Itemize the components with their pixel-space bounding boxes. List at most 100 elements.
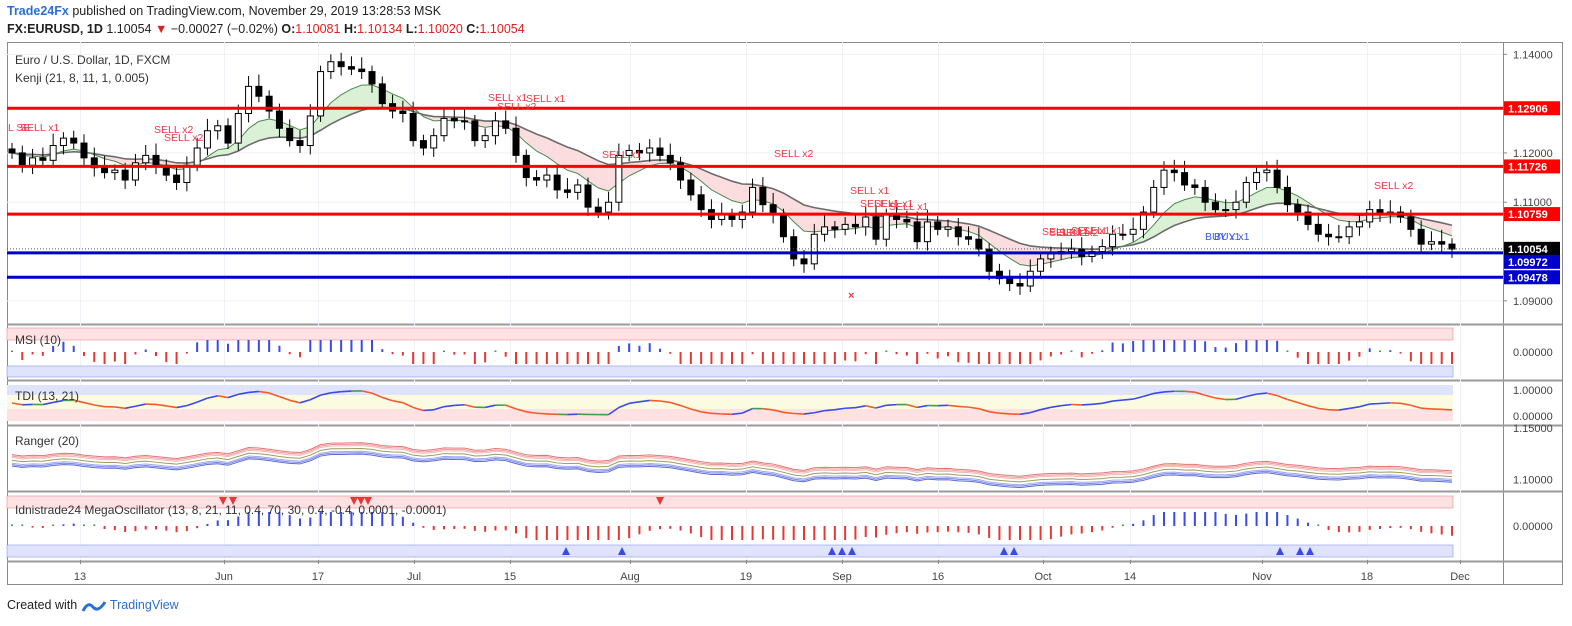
ranger-band-line [11, 445, 1453, 480]
mega-bar [1440, 526, 1443, 535]
msi-bar [175, 352, 178, 364]
mega-bar [1132, 523, 1135, 526]
candle-up [491, 120, 499, 137]
candle-down [368, 71, 376, 85]
tdi-line [1081, 403, 1093, 406]
sell-arrow-icon [656, 497, 664, 505]
candle-up [234, 112, 242, 144]
candle-up [1047, 253, 1055, 260]
tdi-line [999, 412, 1010, 415]
high-label: H: [343, 22, 358, 36]
msi-bar [504, 352, 507, 357]
mega-bar [21, 524, 24, 526]
mega-bar [803, 526, 805, 540]
mega-bar [278, 512, 281, 526]
tdi-line [1061, 403, 1072, 407]
candle-up [203, 130, 211, 149]
sell-signal-label: SELL x2 [774, 148, 813, 160]
buy-arrow-icon [848, 547, 856, 555]
tdi-line [309, 394, 321, 401]
msi-bar [1286, 350, 1289, 352]
tdi-line [1441, 408, 1453, 411]
msi-bar [1276, 340, 1279, 352]
mega-bar [731, 526, 733, 540]
mega-bar [1358, 526, 1361, 532]
mega-bar [1193, 512, 1196, 526]
price-tag [1504, 254, 1560, 269]
tradingview-logo-icon [81, 600, 106, 612]
candle-up [29, 157, 37, 166]
mega-bar [62, 524, 65, 526]
tdi-line [865, 405, 877, 409]
kenji-cloud [258, 119, 270, 141]
mega-bar [381, 512, 384, 526]
msi-bar [113, 352, 116, 362]
msi-bar [875, 352, 877, 364]
mega-bar [854, 526, 857, 540]
sell-signal-label: SELL x2 [154, 124, 193, 136]
price-tag-label: 1.12906 [1508, 103, 1548, 115]
msi-bar [998, 352, 1001, 364]
candle-up [1119, 233, 1127, 236]
candle-down [337, 61, 345, 68]
msi-bar [792, 352, 795, 364]
msi-bar [1327, 352, 1330, 364]
msi-bar [412, 352, 415, 364]
candle-down [1314, 223, 1322, 235]
candle-up [749, 186, 757, 213]
mega-bar [422, 526, 425, 528]
kenji-cloud [341, 89, 352, 119]
msi-bar [329, 340, 332, 352]
msi-bar [535, 352, 538, 364]
tdi-line [268, 392, 280, 398]
candle-down [677, 162, 685, 181]
msi-bar [1019, 352, 1021, 364]
tdi-line [299, 398, 311, 404]
msi-bar [319, 340, 322, 352]
tdi-line [73, 399, 85, 404]
tdi-line [505, 404, 517, 410]
candle-down [502, 120, 510, 129]
kenji-cloud [721, 177, 732, 201]
mega-bar [412, 522, 415, 526]
chart-canvas[interactable]: 13 Jun 17 Jul 15 Aug 19 Sep 16 Oct 14 Nov 18 Dec 1.140… [0, 0, 1572, 592]
candle-down [985, 248, 993, 272]
mega-bar [1379, 526, 1381, 529]
msi-bar [206, 340, 209, 352]
tdi-line [1194, 391, 1206, 396]
tdi-line [536, 412, 547, 415]
tdi-line [803, 411, 815, 415]
candle-down [635, 149, 643, 154]
candle-down [286, 127, 294, 142]
candle-down [687, 179, 695, 196]
mega-bar [1276, 512, 1279, 526]
candle-up [1160, 169, 1168, 188]
mega-bar [751, 526, 754, 540]
msi-bar [772, 352, 775, 364]
candle-down [1448, 243, 1456, 250]
x-tick-label: 13 [74, 571, 86, 583]
msi-bar [391, 352, 394, 355]
candle-down [800, 258, 808, 265]
msi-bar [782, 352, 785, 364]
msi-bar [844, 352, 847, 361]
tdi-line [42, 401, 54, 406]
msi-bar [278, 345, 281, 352]
tdi-line [1050, 404, 1062, 409]
mega-bar [185, 526, 188, 532]
msi-bar [216, 340, 219, 352]
publisher-name[interactable]: Trade24Fx [7, 4, 69, 18]
close-value: 1.10054 [479, 22, 525, 36]
candle-down [409, 112, 417, 142]
msi-bar [473, 352, 476, 364]
tdi-line [238, 391, 249, 396]
msi-bar [1091, 352, 1093, 354]
msi-bar [422, 352, 425, 364]
tdi-line [124, 405, 136, 410]
candle-down [1170, 169, 1178, 174]
msi-bar [947, 352, 949, 357]
msi-bar [1296, 352, 1299, 358]
mega-bar [288, 515, 291, 526]
kenji-cloud [1421, 218, 1432, 229]
tradingview-link[interactable]: TradingView [109, 598, 179, 612]
